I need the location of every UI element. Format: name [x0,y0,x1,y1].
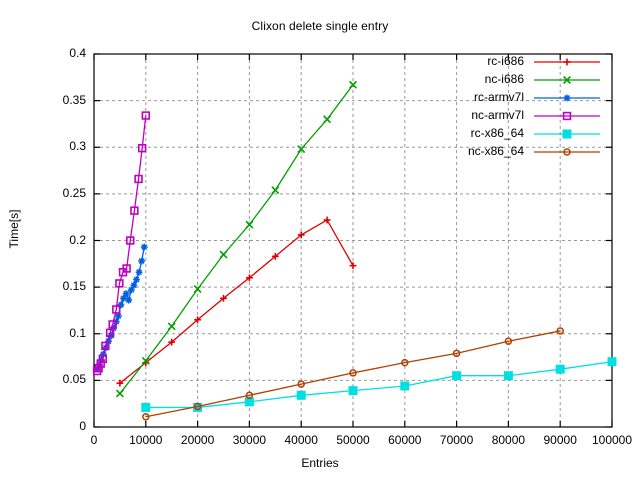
x-tick-label: 80000 [491,433,526,447]
series-nc-x86_64 [142,327,564,421]
x-tick-label: 40000 [284,433,318,447]
legend-sample-nc-armv7l [534,111,600,121]
y-tick-label: 0.25 [62,185,86,200]
y-tick-label: 0.2 [69,232,86,247]
y-tick-label: 0.05 [62,372,86,387]
x-tick-label: 10000 [129,433,163,447]
legend-label-rc-x86_64: rc-x86_64 [470,126,524,140]
legend-label-rc-armv7l: rc-armv7l [474,90,524,104]
x-tick-label: 0 [90,433,98,447]
x-tick-label: 50000 [336,433,370,447]
y-tick-label: 0.4 [69,46,86,60]
legend-sample-nc-x86_64 [534,148,600,156]
x-tick-label: 70000 [439,433,474,447]
y-tick-label: 0.15 [62,279,86,294]
x-tick-label: 60000 [388,433,422,447]
legend-label-nc-armv7l: nc-armv7l [471,108,524,122]
y-tick-label: 0.1 [69,325,86,340]
legend-sample-rc-x86_64 [534,129,600,139]
series-rc-armv7l [94,243,148,373]
x-tick-label: 20000 [180,433,215,447]
series-rc-x86_64 [141,357,617,412]
legend-label-nc-x86_64: nc-x86_64 [467,144,524,158]
x-tick-label: 100000 [591,433,633,447]
legend-sample-rc-armv7l [534,94,600,102]
series-nc-i686 [115,80,357,398]
chart-title: Clixon delete single entry [251,19,389,33]
legend-sample-rc-i686 [534,58,600,66]
x-tick-label: 90000 [543,433,577,447]
legend-label-rc-i686: rc-i686 [487,54,524,68]
series-rc-i686 [116,216,357,387]
legend-sample-nc-i686 [534,76,600,84]
y-tick-label: 0.3 [69,139,86,154]
y-tick-label: 0.35 [62,92,86,107]
y-tick-label: 0 [79,419,86,433]
x-axis-label: Entries [301,456,339,470]
series-nc-armv7l [92,111,150,376]
x-tick-label: 30000 [232,433,267,447]
legend-label-nc-i686: nc-i686 [484,72,524,86]
